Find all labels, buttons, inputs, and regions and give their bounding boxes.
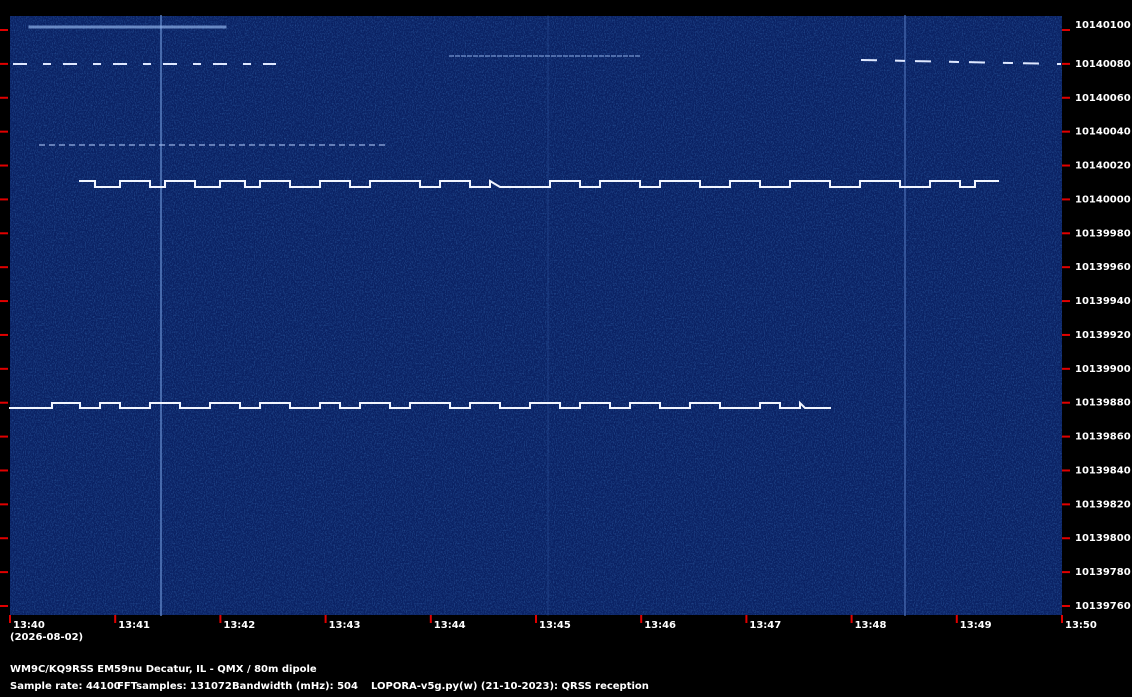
x-tick-label: 13:48 <box>855 620 887 631</box>
y-tick-label: 10140100 <box>1075 20 1131 31</box>
y-tick-label: 10139880 <box>1075 398 1131 409</box>
y-tick-label: 10139980 <box>1075 228 1131 239</box>
station-label: WM9C/KQ9RSS EM59nu Decatur, IL - QMX / 8… <box>10 664 317 675</box>
y-tick-label: 10139760 <box>1075 601 1131 612</box>
y-tick-label: 10140060 <box>1075 93 1131 104</box>
y-tick-label: 10139960 <box>1075 262 1131 273</box>
x-tick-label: 13:49 <box>960 620 992 631</box>
y-tick-label: 10140020 <box>1075 161 1131 172</box>
software: LOPORA-v5g.py(w) (21-10-2023): QRSS rece… <box>371 681 649 692</box>
x-tick-label: 13:41 <box>118 620 150 631</box>
fft-samples: FFTsamples: 131072 <box>117 681 232 692</box>
x-tick-label: 13:44 <box>434 620 466 631</box>
y-tick-label: 10139820 <box>1075 499 1131 510</box>
x-tick-label: 13:40 <box>13 620 45 631</box>
y-tick-label: 10140040 <box>1075 127 1131 138</box>
x-tick-label: 13:47 <box>749 620 781 631</box>
y-tick-label: 10139840 <box>1075 465 1131 476</box>
date-label: (2026-08-02) <box>10 632 83 643</box>
noise <box>10 16 1062 615</box>
y-tick-label: 10140000 <box>1075 194 1131 205</box>
y-tick-label: 10139860 <box>1075 432 1131 443</box>
signals <box>9 15 1062 616</box>
sample-rate: Sample rate: 44100 <box>10 681 121 692</box>
y-tick-label: 10139780 <box>1075 567 1131 578</box>
y-tick-label: 10139920 <box>1075 330 1131 341</box>
y-tick-label: 10140080 <box>1075 59 1131 70</box>
x-tick-label: 13:46 <box>644 620 676 631</box>
bandwidth: Bandwidth (mHz): 504 <box>232 681 358 692</box>
x-tick-label: 13:50 <box>1065 620 1097 631</box>
x-tick-label: 13:42 <box>223 620 255 631</box>
x-tick-label: 13:45 <box>539 620 571 631</box>
x-tick-label: 13:43 <box>329 620 361 631</box>
y-tick-label: 10139940 <box>1075 296 1131 307</box>
y-tick-label: 10139900 <box>1075 364 1131 375</box>
y-axis: 10140100 10140080 10140060 10140040 10140020… <box>0 20 1131 612</box>
y-tick-label: 10139800 <box>1075 533 1131 544</box>
x-axis: 13:40 13:41 13:42 13:43 13:44 13:45 13:46 13:47… <box>9 615 1097 631</box>
